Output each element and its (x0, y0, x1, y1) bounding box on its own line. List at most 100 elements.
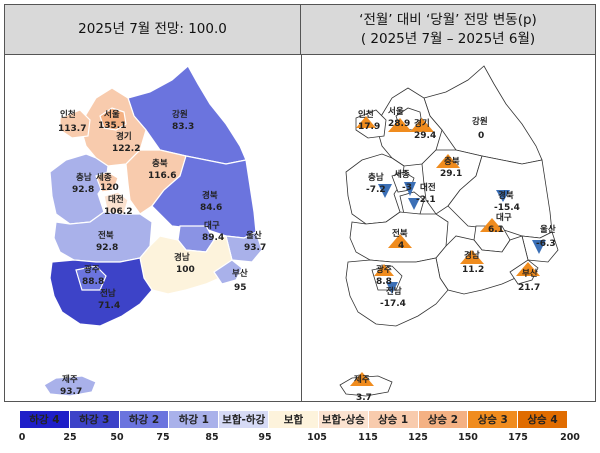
value-gangwon: 83.3 (172, 122, 194, 132)
map-frame: 2025년 7월 전망: 100.0 ‘전월’ 대비 ‘당월’ 전망 변동(p)… (4, 4, 596, 402)
legend-tick: 75 (156, 432, 170, 443)
rlabel-gyeongnam: 경남 (464, 250, 480, 261)
label-daegu: 대구 (204, 220, 220, 231)
legend-item: 보합 (269, 411, 319, 428)
right-title-line2: ( 2025년 7월 – 2025년 6월) (360, 30, 536, 47)
legend-item: 하강 1 (169, 411, 220, 428)
label-busan: 부산 (232, 268, 248, 279)
change-gyeonggi: 29.4 (414, 131, 436, 141)
arrow-up-daegu (480, 218, 504, 232)
value-ulsan: 93.7 (244, 243, 266, 253)
legend-tick: 175 (508, 432, 528, 443)
legend-label: 보합-하강 (222, 414, 266, 426)
label-chungnam: 충남 (76, 172, 92, 183)
label-daejeon: 대전 (108, 194, 124, 205)
label-jeonnam: 전남 (100, 288, 116, 299)
label-gyeongnam: 경남 (174, 252, 190, 263)
outline-gangwon (423, 65, 543, 165)
label-gwangju: 광주 (84, 264, 100, 275)
legend-item: 보합-상승 (318, 411, 369, 428)
left-panel-title: 2025년 7월 전망: 100.0 (5, 5, 301, 55)
legend-tick: 105 (307, 432, 327, 443)
legend-label: 상승 3 (477, 414, 508, 426)
arrow-down-gyeongbuk (496, 190, 510, 202)
value-gyeongbuk: 84.6 (200, 203, 222, 213)
legend-tick: 25 (63, 432, 77, 443)
rlabel-gyeonggi: 경기 (414, 118, 430, 129)
legend-label: 보합 (283, 414, 304, 426)
change-incheon: 17.9 (358, 122, 380, 132)
arrow-down-daejeon (408, 198, 420, 210)
value-sejong: 120 (100, 183, 119, 193)
rlabel-chungnam: 충남 (368, 172, 384, 183)
legend-label: 상승 2 (427, 414, 459, 426)
arrow-down-ulsan (532, 240, 546, 254)
change-gangwon: 0 (478, 131, 484, 141)
legend-item: 상승 4 (518, 411, 568, 428)
right-title-line1: ‘전월’ 대비 ‘당월’ 전망 변동(p) (359, 11, 537, 28)
change-busan: 21.7 (518, 283, 540, 293)
arrow-up-busan (516, 262, 540, 276)
label-gyeongbuk: 경북 (202, 190, 218, 201)
change-daegu: 6.1 (488, 225, 504, 235)
legend-item: 상승 2 (418, 411, 469, 428)
arrow-up-gyeonggi (410, 118, 434, 132)
legend-tick: 95 (258, 432, 272, 443)
legend-ticks: 0 25 50 75 85 95 105 115 125 150 175 200 (0, 432, 600, 448)
rlabel-busan: 부산 (522, 268, 538, 279)
value-busan: 95 (234, 283, 247, 293)
left-title-text: 2025년 7월 전망: 100.0 (78, 21, 227, 37)
label-seoul: 서울 (104, 109, 120, 120)
label-gyeonggi: 경기 (116, 131, 132, 142)
rlabel-ulsan: 울산 (540, 224, 556, 235)
change-chungnam: -7.2 (366, 185, 386, 195)
change-jeonnam: -17.4 (380, 299, 406, 309)
map-canvas: 인천 113.7 서울 135.1 경기 122.2 강원 83.3 충남 92… (43, 65, 559, 403)
arrow-up-gyeongnam (460, 250, 484, 264)
change-sejong: -3 (402, 183, 412, 193)
value-chungbuk: 116.6 (148, 171, 176, 181)
legend-label: 상승 4 (527, 414, 558, 426)
legend-item: 상승 1 (368, 411, 419, 428)
arrow-up-incheon (356, 116, 376, 128)
label-gangwon: 강원 (172, 109, 188, 120)
label-jeju: 제주 (62, 374, 78, 385)
change-chungbuk: 29.1 (440, 169, 462, 179)
arrow-up-jeju (350, 372, 374, 386)
rlabel-gyeongbuk: 경북 (498, 190, 514, 201)
region-seoul (99, 107, 127, 131)
legend-item: 하강 2 (119, 411, 170, 428)
value-gyeongnam: 100 (176, 265, 195, 275)
arrow-down-sejong (404, 182, 416, 196)
region-gangwon (127, 65, 247, 165)
rlabel-jeju: 제주 (354, 374, 370, 385)
change-jeju: 3.7 (356, 393, 372, 403)
rlabel-chungbuk: 충북 (444, 156, 460, 167)
rlabel-daejeon: 대전 (420, 182, 436, 193)
legend-label: 하강 4 (29, 414, 60, 426)
legend-item: 하강 3 (69, 411, 120, 428)
region-daejeon (103, 191, 129, 215)
legend-item: 상승 3 (468, 411, 519, 428)
value-jeonnam: 71.4 (98, 301, 120, 311)
outline-chungnam (345, 153, 405, 225)
region-jeju (43, 375, 97, 397)
color-legend: 하강 4 하강 3 하강 2 하강 1 보합-하강 보합 보합-상승 상승 1 … (20, 411, 568, 428)
value-chungnam: 92.8 (72, 185, 94, 195)
rlabel-daegu: 대구 (496, 212, 512, 223)
legend-tick: 50 (110, 432, 124, 443)
legend-item: 하강 4 (20, 411, 70, 428)
outline-gyeongnam (435, 235, 529, 295)
arrow-down-chungnam (378, 184, 392, 198)
region-gyeongnam (139, 235, 233, 295)
value-seoul: 135.1 (98, 121, 126, 131)
rlabel-seoul: 서울 (388, 106, 404, 117)
rlabel-gwangju: 광주 (376, 264, 392, 275)
region-incheon (59, 109, 91, 139)
change-jeonbuk: 4 (398, 241, 404, 251)
value-daejeon: 106.2 (104, 207, 132, 217)
rlabel-jeonbuk: 전북 (392, 228, 408, 239)
right-change-map: 인천 17.9 서울 28.9 경기 29.4 강원 0 충남 -7.2 세종 … (339, 65, 559, 403)
legend-tick: 150 (458, 432, 478, 443)
arrow-down-jeonnam (386, 282, 398, 294)
